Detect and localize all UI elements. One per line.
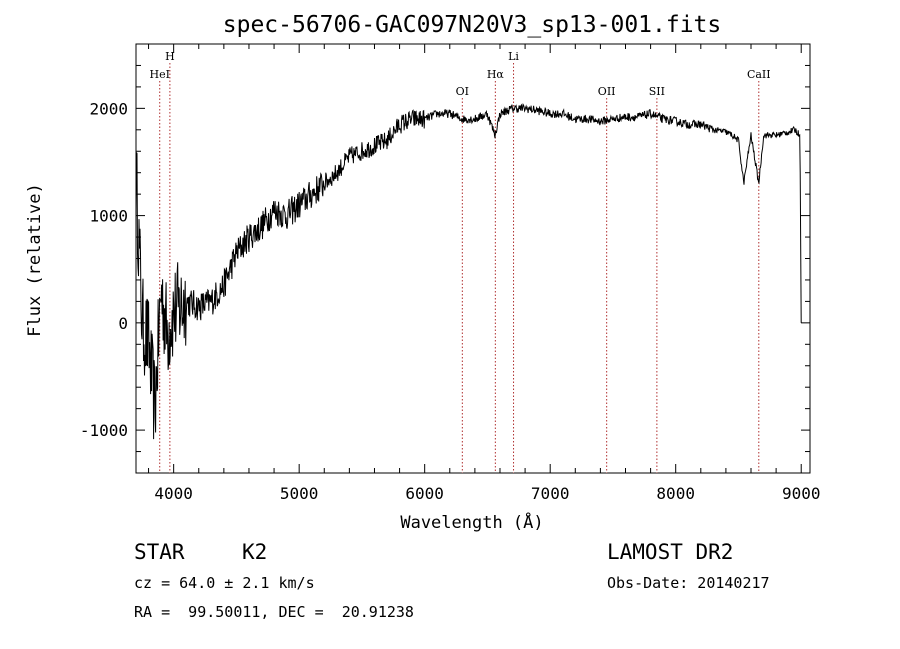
coordinates-info: RA = 99.50011, DEC = 20.91238 — [134, 603, 414, 621]
redshift-info: cz = 64.0 ± 2.1 km/s — [134, 574, 315, 592]
reference-line-label: HeI — [149, 68, 169, 81]
object-class: STAR — [134, 540, 185, 564]
chart-title: spec-56706-GAC097N20V3_sp13-001.fits — [223, 12, 722, 38]
plot-frame — [135, 43, 811, 474]
x-tick-label: 5000 — [280, 484, 319, 503]
reference-line-label: OII — [598, 85, 616, 98]
survey-label: LAMOST DR2 — [607, 540, 734, 564]
object-subclass: K2 — [242, 540, 268, 564]
x-axis-label: Wavelength (Å) — [400, 511, 543, 533]
y-tick-label: -1000 — [80, 421, 128, 440]
y-tick-label: 1000 — [89, 207, 128, 226]
x-tick-label: 6000 — [405, 484, 444, 503]
reference-line-label: H — [165, 50, 175, 63]
spectrum-series — [135, 103, 802, 440]
x-tick-label: 9000 — [782, 484, 821, 503]
y-axis-label: Flux (relative) — [25, 183, 45, 337]
x-tick-label: 7000 — [531, 484, 570, 503]
y-tick-label: 2000 — [89, 99, 128, 118]
x-tick-label: 8000 — [656, 484, 695, 503]
y-tick-label: 0 — [118, 314, 128, 333]
axes: 4000 5000 6000 7000 8000 9000 -1000 0 1000 2000 — [80, 44, 821, 503]
reference-line-label: CaII — [747, 68, 771, 81]
reference-line-label: OI — [456, 85, 469, 98]
reference-line-label: Li — [508, 50, 519, 63]
reference-line-label: Hα — [487, 68, 505, 81]
reference-line-label: SII — [649, 85, 665, 98]
x-tick-label: 4000 — [154, 484, 193, 503]
spectrum-line — [135, 103, 802, 440]
observation-date: Obs-Date: 20140217 — [607, 574, 770, 592]
